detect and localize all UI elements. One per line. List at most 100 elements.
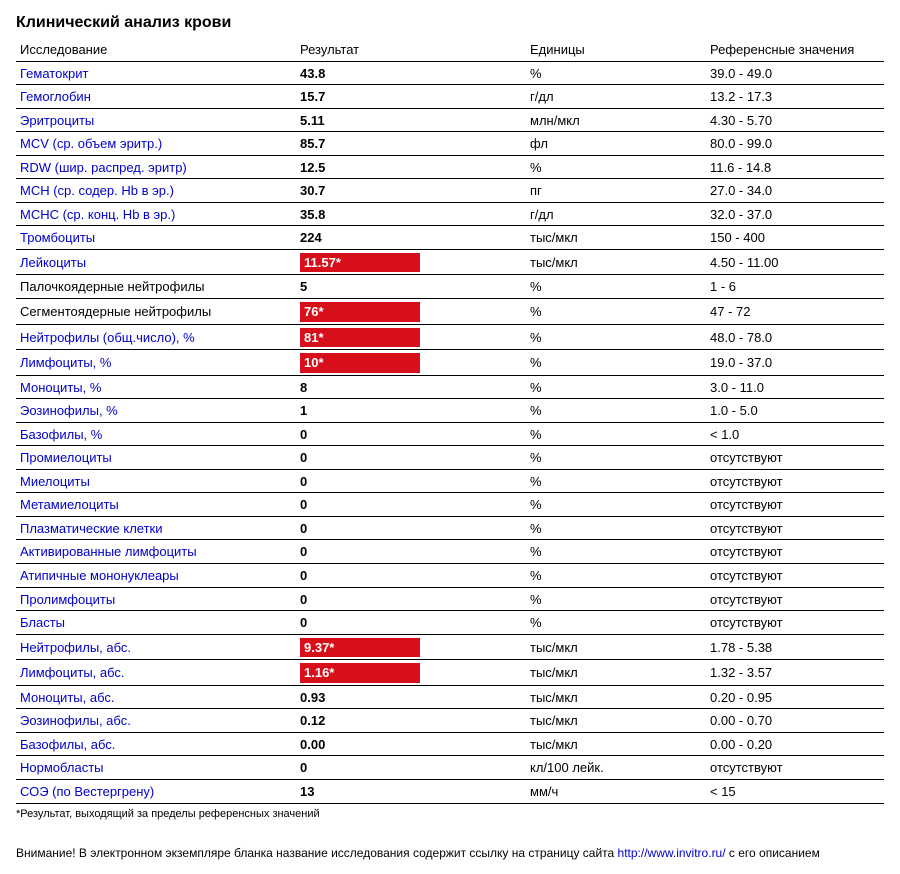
cell-result: 224	[296, 226, 526, 250]
cell-test-name: Лимфоциты, абс.	[16, 660, 296, 686]
cell-unit: тыс/мкл	[526, 226, 706, 250]
test-link[interactable]: Базофилы, абс.	[20, 737, 115, 752]
cell-unit: тыс/мкл	[526, 709, 706, 733]
table-row: Метамиелоциты0%отсутствуют	[16, 493, 884, 517]
cell-reference: отсутствуют	[706, 469, 884, 493]
cell-reference: 1.0 - 5.0	[706, 399, 884, 423]
table-row: RDW (шир. распред. эритр)12.5%11.6 - 14.…	[16, 155, 884, 179]
test-link[interactable]: Промиелоциты	[20, 450, 112, 465]
cell-reference: 4.30 - 5.70	[706, 108, 884, 132]
test-link[interactable]: Миелоциты	[20, 474, 90, 489]
test-link[interactable]: MCHC (ср. конц. Hb в эр.)	[20, 207, 175, 222]
cell-test-name: Эозинофилы, абс.	[16, 709, 296, 733]
cell-test-name: Миелоциты	[16, 469, 296, 493]
cell-reference: 19.0 - 37.0	[706, 350, 884, 376]
cell-test-name: Моноциты, абс.	[16, 685, 296, 709]
test-link[interactable]: Нейтрофилы, абс.	[20, 640, 131, 655]
test-link[interactable]: Нейтрофилы (общ.число), %	[20, 330, 195, 345]
site-link[interactable]: http://www.invitro.ru/	[618, 846, 726, 860]
test-link[interactable]: Гематокрит	[20, 66, 88, 81]
out-of-range-flag: 11.57*	[300, 253, 420, 273]
test-link[interactable]: Бласты	[20, 615, 65, 630]
cell-unit: %	[526, 587, 706, 611]
cell-test-name: RDW (шир. распред. эритр)	[16, 155, 296, 179]
test-link[interactable]: Атипичные мононуклеары	[20, 568, 179, 583]
test-link[interactable]: Лейкоциты	[20, 255, 86, 270]
cell-test-name: Метамиелоциты	[16, 493, 296, 517]
cell-test-name: Промиелоциты	[16, 446, 296, 470]
cell-unit: пг	[526, 179, 706, 203]
cell-reference: 39.0 - 49.0	[706, 61, 884, 85]
cell-reference: 150 - 400	[706, 226, 884, 250]
col-name: Исследование	[16, 38, 296, 61]
table-header-row: Исследование Результат Единицы Референсн…	[16, 38, 884, 61]
cell-test-name: Атипичные мононуклеары	[16, 564, 296, 588]
cell-test-name: Базофилы, абс.	[16, 732, 296, 756]
cell-result: 1	[296, 399, 526, 423]
cell-result: 0	[296, 469, 526, 493]
table-row: Лимфоциты, %10*%19.0 - 37.0	[16, 350, 884, 376]
cell-unit: %	[526, 275, 706, 299]
out-of-range-flag: 10*	[300, 353, 420, 373]
test-link[interactable]: Пролимфоциты	[20, 592, 115, 607]
test-link[interactable]: Плазматические клетки	[20, 521, 163, 536]
cell-test-name: Гематокрит	[16, 61, 296, 85]
test-link[interactable]: СОЭ (по Вестергрену)	[20, 784, 154, 799]
table-row: Базофилы, %0%< 1.0	[16, 422, 884, 446]
cell-test-name: Эозинофилы, %	[16, 399, 296, 423]
cell-test-name: Базофилы, %	[16, 422, 296, 446]
table-row: Нормобласты0кл/100 лейк.отсутствуют	[16, 756, 884, 780]
test-link[interactable]: MCV (ср. объем эритр.)	[20, 136, 162, 151]
test-link[interactable]: RDW (шир. распред. эритр)	[20, 160, 187, 175]
test-link[interactable]: Эозинофилы, %	[20, 403, 118, 418]
cell-result: 5.11	[296, 108, 526, 132]
test-link[interactable]: Метамиелоциты	[20, 497, 119, 512]
cell-unit: %	[526, 469, 706, 493]
cell-result: 0	[296, 611, 526, 635]
table-row: СОЭ (по Вестергрену)13мм/ч< 15	[16, 779, 884, 803]
col-unit: Единицы	[526, 38, 706, 61]
table-row: MCHC (ср. конц. Hb в эр.)35.8г/дл32.0 - …	[16, 202, 884, 226]
cell-reference: 47 - 72	[706, 299, 884, 325]
cell-test-name: Плазматические клетки	[16, 516, 296, 540]
cell-result: 11.57*	[296, 249, 526, 275]
test-link[interactable]: Активированные лимфоциты	[20, 544, 197, 559]
cell-reference: 1 - 6	[706, 275, 884, 299]
cell-result: 85.7	[296, 132, 526, 156]
cell-result: 1.16*	[296, 660, 526, 686]
test-link[interactable]: Лимфоциты, %	[20, 355, 111, 370]
test-link[interactable]: Моноциты, абс.	[20, 690, 115, 705]
test-link[interactable]: MCH (ср. содер. Hb в эр.)	[20, 183, 174, 198]
test-link[interactable]: Эритроциты	[20, 113, 94, 128]
cell-result: 0	[296, 422, 526, 446]
cell-unit: %	[526, 324, 706, 350]
test-link[interactable]: Гемоглобин	[20, 89, 91, 104]
cell-reference: 32.0 - 37.0	[706, 202, 884, 226]
cell-result: 0	[296, 446, 526, 470]
cell-unit: %	[526, 61, 706, 85]
cell-result: 0	[296, 493, 526, 517]
test-link[interactable]: Тромбоциты	[20, 230, 95, 245]
cell-unit: %	[526, 540, 706, 564]
cell-reference: отсутствуют	[706, 611, 884, 635]
cell-result: 13	[296, 779, 526, 803]
out-of-range-flag: 1.16*	[300, 663, 420, 683]
cell-unit: кл/100 лейк.	[526, 756, 706, 780]
test-link[interactable]: Нормобласты	[20, 760, 104, 775]
test-link[interactable]: Лимфоциты, абс.	[20, 665, 125, 680]
table-row: Эозинофилы, %1%1.0 - 5.0	[16, 399, 884, 423]
cell-unit: тыс/мкл	[526, 732, 706, 756]
cell-test-name: Тромбоциты	[16, 226, 296, 250]
cell-reference: отсутствуют	[706, 516, 884, 540]
cell-reference: < 1.0	[706, 422, 884, 446]
test-link[interactable]: Эозинофилы, абс.	[20, 713, 131, 728]
cell-result: 0.93	[296, 685, 526, 709]
test-link[interactable]: Моноциты, %	[20, 380, 101, 395]
cell-result: 10*	[296, 350, 526, 376]
test-link[interactable]: Базофилы, %	[20, 427, 102, 442]
table-row: Эритроциты5.11млн/мкл4.30 - 5.70	[16, 108, 884, 132]
cell-unit: %	[526, 299, 706, 325]
cell-test-name: MCH (ср. содер. Hb в эр.)	[16, 179, 296, 203]
cell-unit: тыс/мкл	[526, 660, 706, 686]
cell-test-name: Нейтрофилы, абс.	[16, 634, 296, 660]
